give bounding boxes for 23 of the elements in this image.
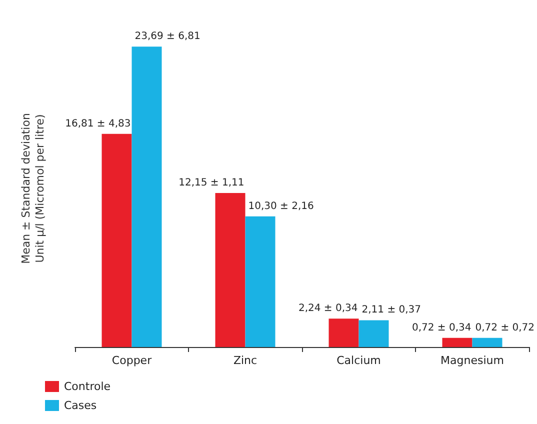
legend-label: Cases [64,399,97,412]
x-tick-label: Calcium [336,354,381,367]
legend-label: Controle [64,380,111,393]
data-label: 23,69 ± 6,81 [134,31,200,42]
x-tick-label: Magnesium [440,354,504,367]
bar [245,216,276,347]
bar [132,46,162,347]
bar [472,338,502,347]
data-label: 10,30 ± 2,16 [248,200,314,212]
data-label: 2,11 ± 0,37 [362,304,422,316]
data-label: 16,81 ± 4,83 [65,118,131,130]
bar [328,318,359,347]
x-tick-label: Copper [112,354,152,367]
data-label: 0,72 ± 0,72 [475,322,535,334]
bar [215,192,246,347]
data-label: 0,72 ± 0,34 [412,322,472,334]
x-tick-label: Zinc [233,354,258,367]
data-label: 12,15 ± 1,11 [178,177,244,188]
bar [442,338,472,347]
data-label: 2,24 ± 0,34 [298,303,358,314]
bar [102,134,132,347]
bar [358,320,389,347]
y-axis-title: Mean ± Standard deviation Unit µ/l (Micromol per litre) [20,113,46,264]
